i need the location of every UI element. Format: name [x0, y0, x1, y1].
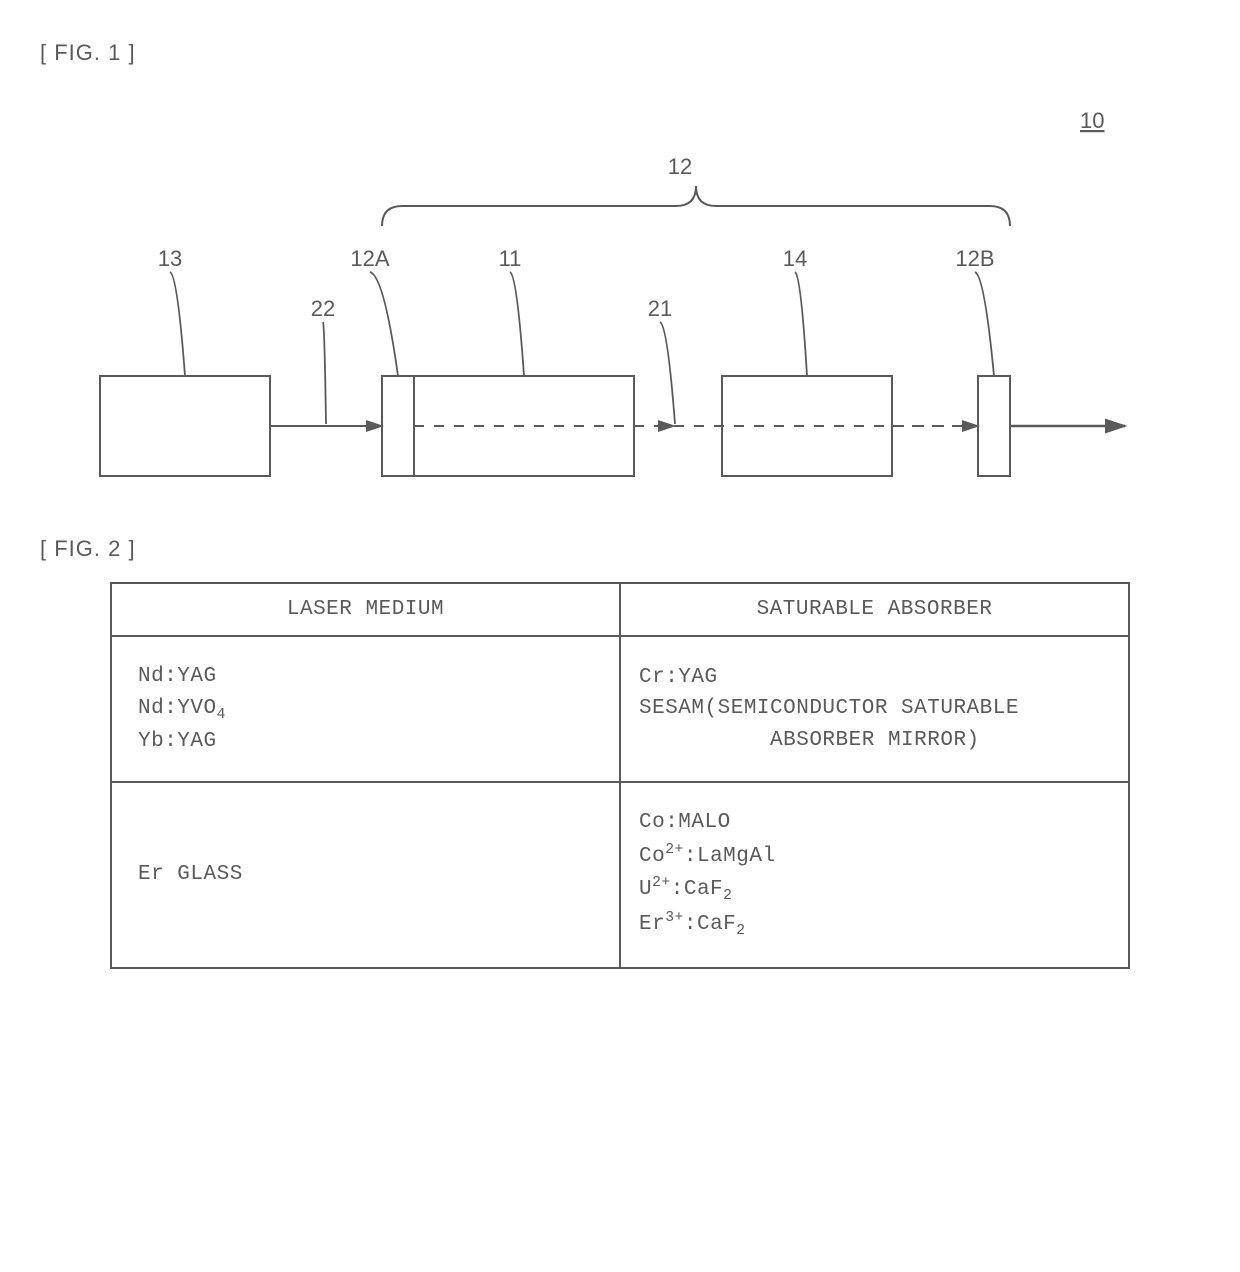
callout-12A-leader: [370, 272, 398, 376]
fig2-label: [ FIG. 2 ]: [40, 536, 1200, 562]
callout-11-label: 11: [499, 246, 522, 271]
box-14: [722, 376, 892, 476]
callout-22-label: 22: [311, 296, 335, 321]
box-13: [100, 376, 270, 476]
callout-13-leader: [170, 272, 185, 376]
box-12B: [978, 376, 1010, 476]
callout-21-label: 21: [648, 296, 672, 321]
cell-laser-medium: Er GLASS: [111, 782, 620, 967]
cell-saturable-absorber: Co:MALOCo2+:LaMgAlU2+:CaF2Er3+:CaF2: [620, 782, 1129, 967]
callout-21-leader: [660, 322, 675, 424]
brace-12: [382, 186, 1010, 226]
fig2-table-wrap: LASER MEDIUM SATURABLE ABSORBER Nd:YAGNd…: [110, 582, 1130, 969]
fig1-label: [ FIG. 1 ]: [40, 40, 1200, 66]
table-row: Er GLASSCo:MALOCo2+:LaMgAlU2+:CaF2Er3+:C…: [111, 782, 1129, 967]
fig2-table: LASER MEDIUM SATURABLE ABSORBER Nd:YAGNd…: [110, 582, 1130, 969]
fig1-diagram: 10 13 12A 11 12 14 12B 21 22: [40, 86, 1140, 506]
fig1-svg: 10 13 12A 11 12 14 12B 21 22: [40, 86, 1140, 506]
callout-14-label: 14: [783, 246, 807, 271]
callout-12A-label: 12A: [350, 246, 389, 271]
table-header-b: SATURABLE ABSORBER: [620, 583, 1129, 636]
callout-14-leader: [795, 272, 807, 376]
callout-22-leader: [323, 322, 326, 424]
cell-saturable-absorber: Cr:YAGSESAM(SEMICONDUCTOR SATURABLE ABSO…: [620, 636, 1129, 782]
callout-12B-label: 12B: [955, 246, 994, 271]
table-header-a: LASER MEDIUM: [111, 583, 620, 636]
table-row: Nd:YAGNd:YVO4Yb:YAGCr:YAGSESAM(SEMICONDU…: [111, 636, 1129, 782]
callout-12-label: 12: [668, 154, 692, 179]
callout-12B-leader: [975, 272, 994, 376]
box-12A: [382, 376, 414, 476]
fig1-ref: 10: [1080, 108, 1104, 133]
callout-13-label: 13: [158, 246, 182, 271]
callout-11-leader: [510, 272, 524, 376]
cell-laser-medium: Nd:YAGNd:YVO4Yb:YAG: [111, 636, 620, 782]
